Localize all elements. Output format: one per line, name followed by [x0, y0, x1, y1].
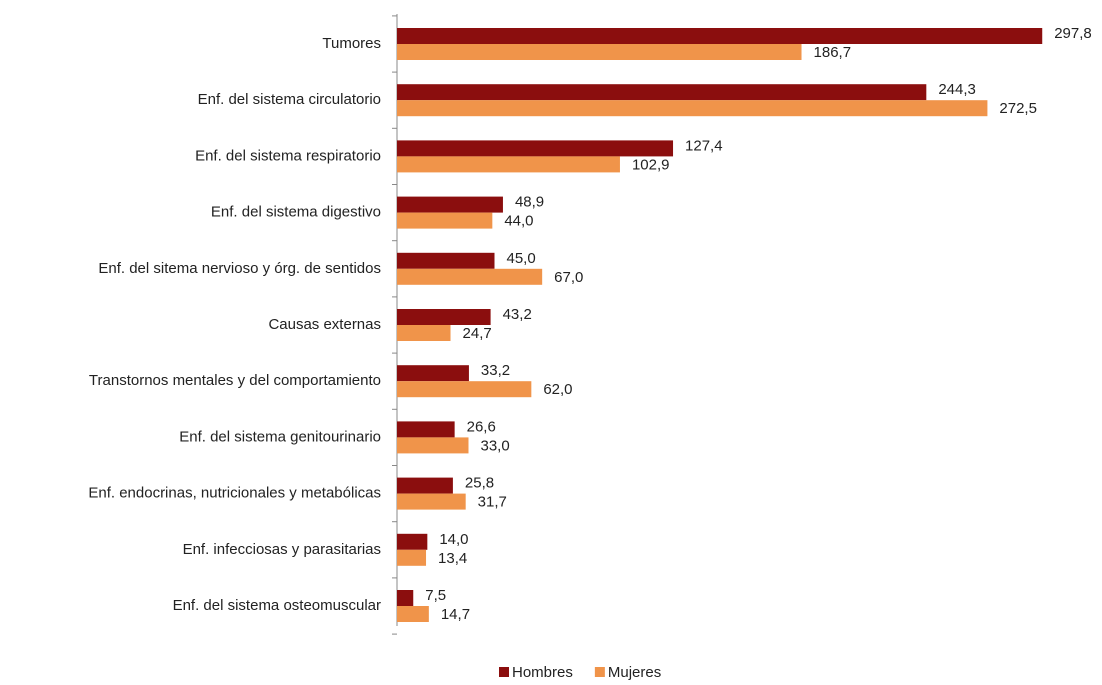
data-label: 25,8: [465, 475, 494, 492]
data-label: 186,7: [814, 44, 852, 61]
bar: [397, 325, 451, 341]
data-label: 244,3: [938, 81, 976, 98]
y-tick-label: Tumores: [322, 35, 381, 52]
legend-swatch: [499, 667, 509, 677]
data-label: 7,5: [425, 587, 446, 604]
y-tick-label: Causas externas: [268, 316, 381, 333]
y-tick-label: Enf. del sistema osteomuscular: [173, 597, 381, 614]
y-tick-label: Transtornos mentales y del comportamient…: [89, 372, 381, 389]
bar: [397, 100, 988, 117]
y-tick-label: Enf. infecciosas y parasitarias: [183, 541, 381, 558]
data-label: 43,2: [503, 306, 532, 323]
y-tick-label: Enf. del sitema nervioso y órg. de senti…: [98, 260, 381, 277]
data-label: 272,5: [999, 100, 1037, 117]
bar: [397, 28, 1043, 44]
data-label: 102,9: [632, 156, 670, 173]
data-label: 45,0: [507, 250, 536, 267]
bar: [397, 421, 455, 438]
bar: [397, 477, 453, 494]
data-label: 13,4: [438, 550, 467, 567]
y-tick-label: Enf. endocrinas, nutricionales y metaból…: [88, 485, 381, 502]
bar: [397, 590, 414, 606]
data-label: 297,8: [1054, 25, 1092, 42]
data-label: 31,7: [478, 494, 507, 511]
data-label: 62,0: [543, 381, 572, 398]
data-label: 48,9: [515, 194, 544, 211]
data-label: 44,0: [504, 213, 533, 230]
data-label: 24,7: [463, 325, 492, 342]
bar: [397, 309, 491, 325]
y-tick-label: Enf. del sistema genitourinario: [179, 428, 381, 445]
bar: [397, 212, 493, 229]
legend-label: Hombres: [512, 664, 573, 680]
bar: [397, 606, 429, 622]
data-label: 33,2: [481, 362, 510, 379]
data-label: 14,0: [439, 531, 468, 548]
bar: [397, 140, 674, 157]
legend-label: Mujeres: [608, 664, 661, 680]
bar: [397, 549, 427, 566]
bar: [397, 533, 428, 550]
data-label: 14,7: [441, 606, 470, 623]
bar: [397, 493, 466, 510]
bar: [397, 84, 927, 101]
y-tick-label: Enf. del sistema digestivo: [211, 204, 381, 221]
y-tick-label: Enf. del sistema circulatorio: [198, 91, 381, 108]
data-label: 67,0: [554, 269, 583, 286]
bar: [397, 196, 503, 213]
legend-swatch: [594, 667, 605, 677]
bar: [397, 437, 469, 454]
bar: [397, 268, 543, 285]
data-label: 127,4: [685, 137, 723, 154]
bar: [397, 44, 802, 60]
data-label: 26,6: [467, 418, 496, 435]
y-tick-label: Enf. del sistema respiratorio: [195, 147, 381, 164]
data-label: 33,0: [481, 437, 510, 454]
bar: [397, 381, 532, 398]
bar: [397, 156, 620, 173]
bar: [397, 365, 469, 382]
bar: [397, 252, 495, 269]
